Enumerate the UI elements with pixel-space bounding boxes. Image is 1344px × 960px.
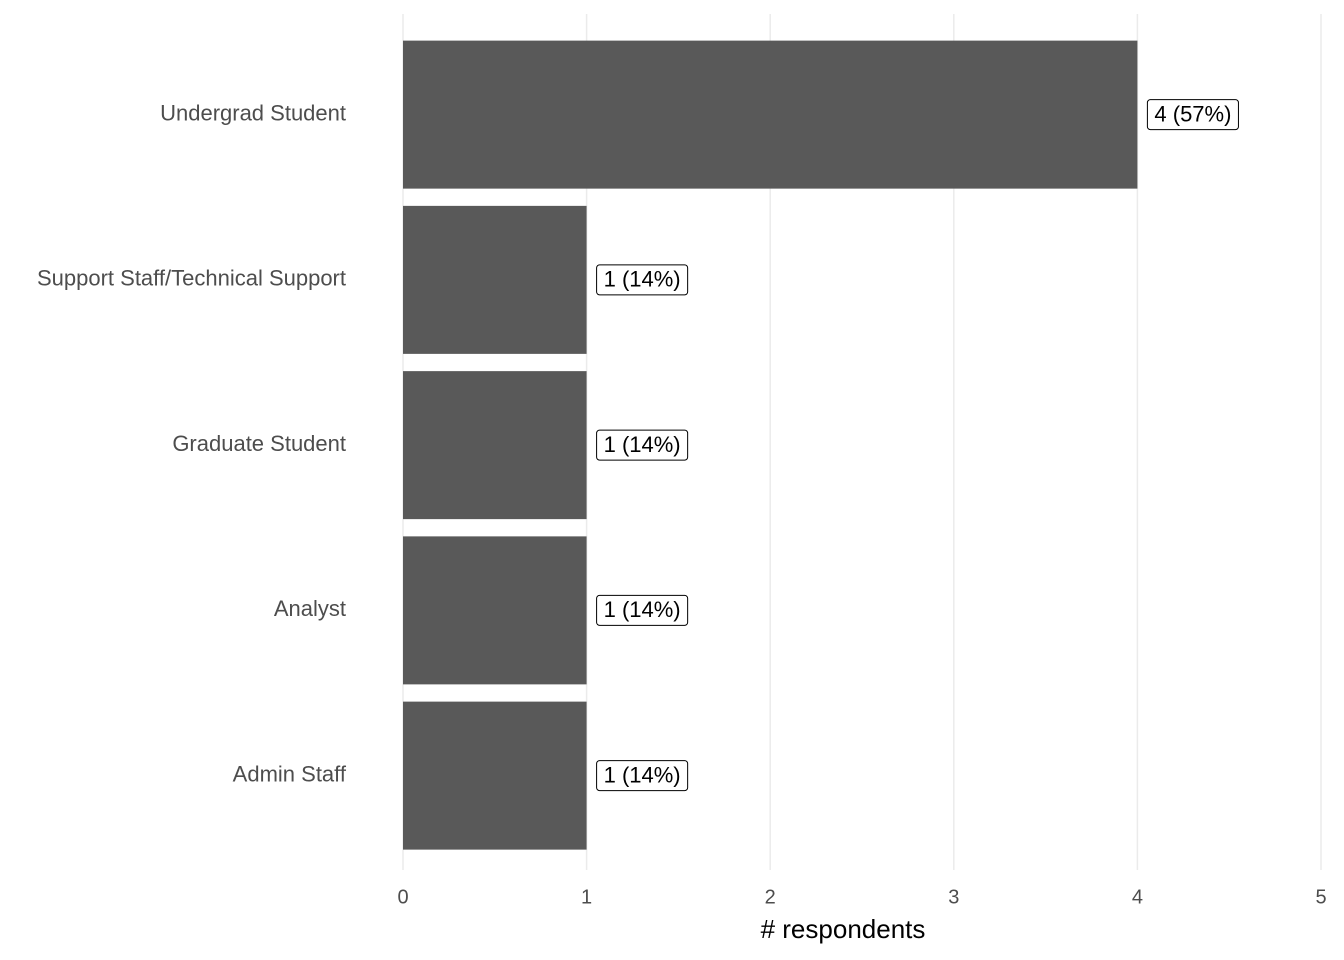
y-tick-label: Admin Staff [233,761,347,786]
value-label-box [596,760,689,792]
bar [403,40,1138,189]
value-label: 1 (14%) [604,597,681,622]
y-tick-label: Undergrad Student [160,100,346,125]
bar [403,371,587,520]
x-tick-label: 3 [948,886,959,908]
value-label-box [1146,99,1239,131]
y-tick-label: Support Staff/Technical Support [37,266,346,291]
x-tick-label: 1 [581,886,592,908]
value-label: 1 (14%) [604,267,681,292]
value-label-box [596,594,689,626]
value-label: 4 (57%) [1154,101,1231,126]
x-tick-label: 0 [397,886,408,908]
bar [403,536,587,685]
bar [403,701,587,850]
value-label-box [596,264,689,296]
value-label-box [596,429,689,461]
x-tick-label: 2 [765,886,776,908]
x-tick-label: 5 [1315,886,1326,908]
x-tick-label: 4 [1132,886,1143,908]
y-tick-label: Analyst [274,596,346,621]
x-axis-label: # respondents [761,914,926,944]
y-tick-label: Graduate Student [172,431,346,456]
value-label: 1 (14%) [604,762,681,787]
value-label: 1 (14%) [604,432,681,457]
bar [403,205,587,354]
